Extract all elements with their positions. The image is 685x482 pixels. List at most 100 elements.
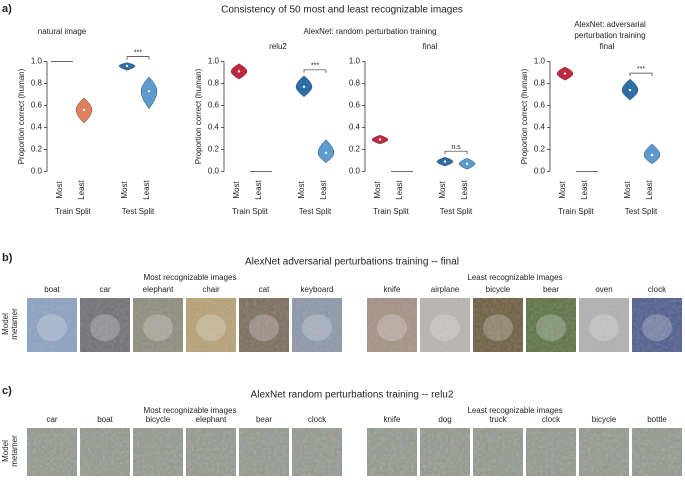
- image-label: car: [99, 285, 110, 294]
- y-tick-label: 0.0: [534, 167, 546, 176]
- median-dot: [302, 85, 306, 89]
- x-tick-label: Least: [254, 179, 263, 199]
- x-tick-label: Most: [373, 181, 382, 199]
- image-texture: [526, 428, 576, 476]
- group-label: Test Split: [625, 207, 658, 216]
- image-label: boat: [44, 285, 60, 294]
- y-tick-label: 0.2: [534, 145, 546, 154]
- group-label: Test Split: [440, 207, 473, 216]
- x-tick-label: Least: [77, 179, 86, 199]
- image-texture: [239, 428, 289, 476]
- image-texture: [27, 428, 77, 476]
- y-tick-label: 0.8: [349, 79, 361, 88]
- panel-title: Consistency of 50 most and least recogni…: [221, 5, 463, 16]
- y-tick-label: 0.4: [208, 123, 220, 132]
- x-tick-label: Most: [120, 181, 129, 199]
- image-label: cat: [259, 285, 270, 294]
- image-label: boat: [97, 415, 113, 424]
- chart-title: final: [600, 42, 615, 51]
- y-tick-label: 0.6: [349, 101, 361, 110]
- y-tick-label: 0.4: [349, 123, 361, 132]
- y-tick-label: 0.8: [534, 79, 546, 88]
- image-label: bear: [256, 415, 272, 424]
- violin: [140, 76, 158, 110]
- section-heading: Most recognizable images: [144, 406, 237, 415]
- image-texture: [632, 428, 682, 476]
- group-label: Train Split: [558, 207, 594, 216]
- image-texture: [473, 428, 523, 476]
- panel-title: AlexNet adversarial perturbations traini…: [245, 257, 459, 268]
- image-texture: [80, 298, 130, 352]
- image-texture: [367, 428, 417, 476]
- y-tick-label: 0.8: [31, 79, 43, 88]
- median-dot: [378, 138, 382, 141]
- image-label: airplane: [431, 285, 460, 294]
- section-heading: Least recognizable images: [467, 273, 562, 282]
- image-texture: [420, 298, 470, 352]
- panel-label: a): [2, 3, 12, 15]
- image-label: elephant: [196, 415, 227, 424]
- median-dot: [324, 151, 328, 154]
- image-texture: [80, 428, 130, 476]
- row-label: Model metamer: [1, 308, 19, 340]
- median-dot: [125, 64, 129, 68]
- image-texture: [292, 298, 342, 352]
- y-tick-label: 0.4: [31, 123, 43, 132]
- panel-label: c): [2, 385, 12, 397]
- significance-label: ***: [134, 49, 142, 56]
- y-tick-label: 0.0: [31, 167, 43, 176]
- y-tick-label: 0.4: [534, 123, 546, 132]
- image-texture: [133, 298, 183, 352]
- panel-title: AlexNet random perturbations training --…: [251, 390, 454, 401]
- y-tick-label: 0.0: [349, 167, 361, 176]
- image-label: oven: [595, 285, 612, 294]
- image-label: keyboard: [301, 285, 334, 294]
- violin: [317, 139, 335, 163]
- panel-label: b): [2, 252, 13, 264]
- x-tick-label: Least: [460, 179, 469, 199]
- significance-label: n.s: [451, 144, 461, 151]
- image-texture: [579, 298, 629, 352]
- y-tick-label: 0.8: [208, 79, 220, 88]
- significance-label: ***: [637, 66, 645, 73]
- image-texture: [473, 298, 523, 352]
- y-tick-label: 1.0: [208, 57, 220, 66]
- x-tick-label: Most: [623, 181, 632, 199]
- image-label: bicycle: [592, 415, 617, 424]
- image-texture: [239, 298, 289, 352]
- x-tick-label: Most: [55, 181, 64, 199]
- median-dot: [628, 88, 632, 92]
- image-label: elephant: [143, 285, 174, 294]
- x-tick-label: Least: [580, 179, 589, 199]
- image-label: car: [46, 415, 57, 424]
- y-axis-label: Proportion correct (human): [520, 68, 529, 164]
- y-tick-label: 0.2: [208, 145, 220, 154]
- chart-title: relu2: [269, 42, 287, 51]
- image-texture: [133, 428, 183, 476]
- median-dot: [82, 108, 86, 112]
- group-label: Train Split: [232, 207, 268, 216]
- image-texture: [367, 298, 417, 352]
- image-texture: [420, 428, 470, 476]
- median-dot: [563, 72, 567, 75]
- x-tick-label: Most: [297, 181, 306, 199]
- x-tick-label: Most: [232, 181, 241, 199]
- significance-bracket: [126, 56, 150, 60]
- significance-label: ***: [311, 63, 319, 70]
- y-tick-label: 0.6: [31, 101, 43, 110]
- x-tick-label: Least: [395, 179, 404, 199]
- image-texture: [186, 298, 236, 352]
- image-label: truck: [489, 415, 507, 424]
- median-dot: [443, 160, 447, 163]
- y-axis-label: Proportion correct (human): [194, 68, 203, 164]
- image-label: knife: [384, 415, 401, 424]
- x-tick-label: Least: [645, 179, 654, 199]
- image-label: chair: [202, 285, 220, 294]
- y-tick-label: 0.6: [534, 101, 546, 110]
- section-heading: Most recognizable images: [144, 273, 237, 282]
- y-tick-label: 1.0: [349, 57, 361, 66]
- chart-title: natural image: [38, 27, 87, 36]
- median-dot: [237, 70, 241, 73]
- y-tick-label: 0.6: [208, 101, 220, 110]
